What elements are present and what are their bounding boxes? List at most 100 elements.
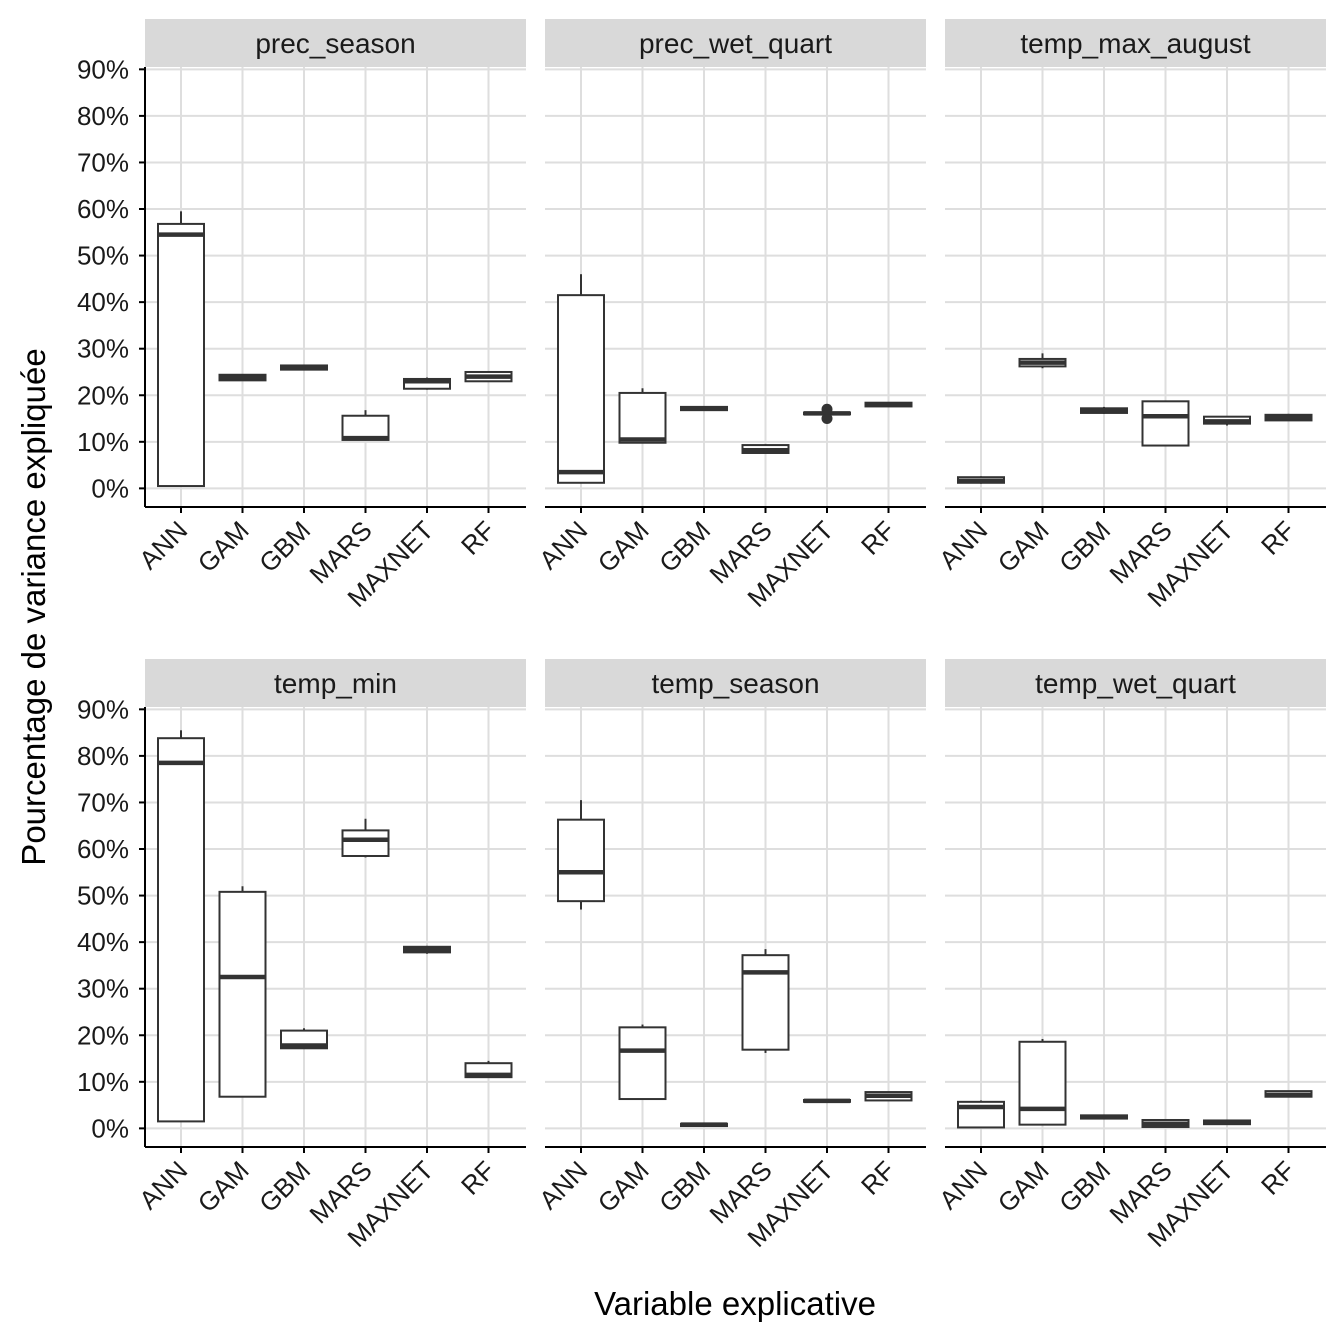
x-tick-label: RF — [1255, 515, 1301, 561]
boxplot-temp-min-gam — [218, 886, 267, 1098]
facet-title-prec-season: prec_season — [255, 28, 415, 59]
box-iqr — [618, 1026, 667, 1101]
boxplot-temp-max-august-gam — [1018, 353, 1067, 369]
boxplot-temp-season-gam — [618, 1024, 667, 1101]
x-tick-label: RF — [855, 515, 901, 561]
boxplot-temp-season-mars — [741, 949, 790, 1053]
boxplot-prec-season-ann — [157, 211, 205, 488]
x-tick-label: ANN — [133, 515, 193, 575]
y-tick-label: 10% — [77, 1067, 129, 1097]
facet-strip-temp-wet-quart — [945, 659, 1326, 707]
boxplot-prec-wet-quart-rf — [864, 401, 913, 408]
facet-strip-temp-season — [545, 659, 926, 707]
y-tick-label: 70% — [77, 147, 129, 177]
box-iqr — [157, 737, 205, 1123]
y-tick-label: 80% — [77, 101, 129, 131]
strips-layer: prec_season prec_wet_quart temp_max_august… — [145, 19, 1326, 707]
y-tick-label: 90% — [77, 54, 129, 84]
outlier-point — [821, 403, 833, 415]
boxplot-temp-min-ann — [157, 730, 205, 1123]
y-tick-label: 30% — [77, 974, 129, 1004]
boxplot-temp-max-august-ann — [957, 476, 1005, 484]
boxplot-prec-season-rf — [464, 370, 513, 383]
boxplot-temp-wet-quart-gam — [1018, 1038, 1067, 1126]
y-tick-label: 50% — [77, 881, 129, 911]
box-iqr — [403, 377, 451, 390]
boxplot-temp-season-rf — [864, 1091, 913, 1102]
boxplot-prec-season-maxnet — [403, 377, 451, 390]
boxplot-prec-season-gbm — [280, 364, 328, 371]
boxplot-temp-min-maxnet — [403, 945, 451, 954]
y-axis-title: Pourcentage de variance expliquée — [15, 348, 52, 865]
boxplot-prec-wet-quart-ann — [557, 274, 605, 484]
boxplot-temp-wet-quart-ann — [957, 1100, 1005, 1129]
y-tick-label: 60% — [77, 834, 129, 864]
x-tick-label: ANN — [933, 515, 993, 575]
x-tick-label: RF — [455, 1155, 501, 1201]
facet-title-prec-wet-quart: prec_wet_quart — [639, 28, 832, 59]
boxplot-prec-wet-quart-gbm — [680, 405, 728, 412]
box-iqr — [557, 818, 605, 903]
y-tick-label: 10% — [77, 427, 129, 457]
facet-title-temp-wet-quart: temp_wet_quart — [1035, 668, 1236, 699]
facet-title-temp-season: temp_season — [651, 668, 819, 699]
y-tick-label: 30% — [77, 334, 129, 364]
box-iqr — [341, 829, 390, 857]
y-tick-label: 90% — [77, 694, 129, 724]
boxplot-temp-season-maxnet — [803, 1098, 851, 1104]
x-tick-label: ANN — [133, 1155, 193, 1215]
y-tick-label: 0% — [91, 1113, 129, 1143]
facet-strip-temp-min — [145, 659, 526, 707]
x-tick-label: GAM — [992, 1155, 1055, 1218]
boxplot-temp-wet-quart-mars — [1141, 1118, 1190, 1128]
y-tick-label: 70% — [77, 787, 129, 817]
x-tick-label: GAM — [592, 1155, 655, 1218]
x-tick-label: GAM — [192, 515, 255, 578]
boxplot-temp-season-ann — [557, 800, 605, 910]
box-iqr — [557, 294, 605, 484]
box-iqr — [618, 391, 667, 444]
x-tick-label: ANN — [933, 1155, 993, 1215]
x-tick-label: RF — [455, 515, 501, 561]
facet-strip-prec-wet-quart — [545, 19, 926, 67]
boxplot-prec-wet-quart-gam — [618, 388, 667, 444]
box-iqr — [741, 954, 790, 1051]
x-tick-label: GAM — [992, 515, 1055, 578]
x-axis-title: Variable explicative — [594, 1285, 876, 1322]
boxplot-prec-season-mars — [341, 410, 390, 441]
boxplot-prec-season-gam — [218, 373, 267, 382]
facet-strip-temp-max-august — [945, 19, 1326, 67]
y-tick-label: 60% — [77, 194, 129, 224]
boxplot-temp-min-mars — [341, 818, 390, 858]
y-tick-label: 40% — [77, 927, 129, 957]
marks-layer — [157, 211, 1313, 1129]
boxplot-temp-max-august-gbm — [1080, 406, 1128, 414]
boxplot-temp-wet-quart-maxnet — [1203, 1119, 1251, 1126]
x-tick-label: ANN — [533, 515, 593, 575]
boxplot-temp-max-august-rf — [1264, 413, 1313, 422]
y-tick-label: 20% — [77, 380, 129, 410]
y-tick-label: 80% — [77, 741, 129, 771]
boxplot-temp-season-gbm — [680, 1122, 728, 1128]
y-tick-label: 50% — [77, 241, 129, 271]
x-tick-label: GAM — [592, 515, 655, 578]
box-iqr — [1018, 1040, 1067, 1126]
y-tick-label: 0% — [91, 473, 129, 503]
box-iqr — [157, 222, 205, 488]
grid-layer — [145, 67, 1326, 1147]
outlier-point — [821, 413, 833, 425]
boxplot-temp-min-gbm — [280, 1028, 328, 1050]
box-iqr — [1141, 400, 1190, 447]
y-tick-label: 20% — [77, 1020, 129, 1050]
boxplot-prec-wet-quart-mars — [741, 444, 790, 454]
y-tick-label: 40% — [77, 287, 129, 317]
x-tick-label: RF — [1255, 1155, 1301, 1201]
boxplot-temp-wet-quart-gbm — [1080, 1114, 1128, 1120]
facet-title-temp-min: temp_min — [274, 668, 397, 699]
x-tick-label: RF — [855, 1155, 901, 1201]
boxplot-temp-min-rf — [464, 1060, 513, 1079]
boxplot-temp-max-august-mars — [1141, 400, 1190, 447]
facet-strip-prec-season — [145, 19, 526, 67]
boxplot-temp-wet-quart-rf — [1264, 1090, 1313, 1098]
